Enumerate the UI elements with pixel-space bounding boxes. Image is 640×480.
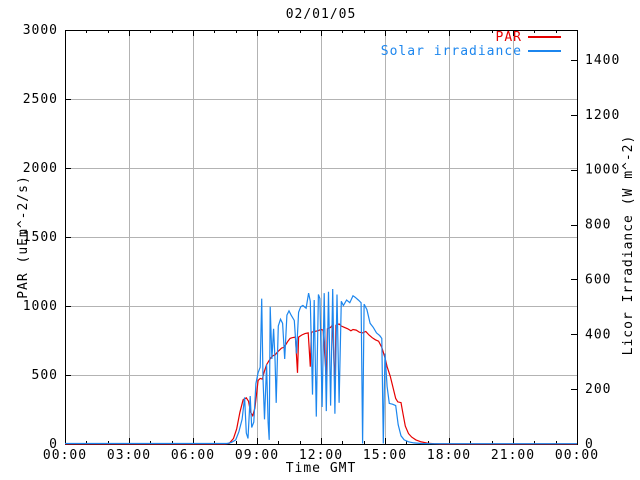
y-axis-label: PAR (uEm^-2/s) (16, 175, 31, 299)
x-tick-label: 12:00 (299, 448, 343, 463)
x-tick-label: 00:00 (555, 448, 599, 463)
y-tick-label: 1500 (23, 230, 58, 245)
x-tick-label: 09:00 (235, 448, 279, 463)
x-tick-label: 06:00 (171, 448, 215, 463)
y2-tick-label: 1000 (585, 163, 620, 178)
solar-line-swatch (528, 50, 561, 52)
x-tick-label: 03:00 (107, 448, 151, 463)
solar-series-line (65, 288, 577, 445)
x-tick-label: 18:00 (427, 448, 471, 463)
y2-tick-label: 800 (585, 218, 611, 233)
legend-label-solar: Solar irradiance (380, 43, 522, 59)
legend-item-solar: Solar irradiance (380, 43, 561, 59)
y2-tick-label: 1400 (585, 53, 620, 68)
y-tick-label: 2500 (23, 92, 58, 107)
y2-tick-label: 1200 (585, 108, 620, 123)
x-tick-label: 15:00 (363, 448, 407, 463)
legend-item-par: PAR (381, 29, 561, 45)
y2-tick-label: 400 (585, 327, 611, 342)
y-tick-label: 0 (49, 437, 58, 452)
chart-title: 02/01/05 (285, 7, 357, 22)
y-tick-label: 1000 (23, 299, 58, 314)
y-tick-label: 500 (32, 368, 58, 383)
y2-tick-label: 600 (585, 272, 611, 287)
legend-label-par: PAR (495, 29, 522, 45)
y2-axis-label: Licor Irradiance (W m^-2) (621, 134, 636, 356)
y-tick-label: 2000 (23, 161, 58, 176)
legend: PAR Solar irradiance (380, 29, 561, 59)
y2-tick-label: 200 (585, 382, 611, 397)
x-tick-label: 00:00 (43, 448, 87, 463)
par-line-swatch (528, 36, 561, 38)
y-tick-label: 3000 (23, 23, 58, 38)
x-axis-label: Time GMT (285, 461, 357, 476)
y2-tick-label: 0 (585, 437, 594, 452)
x-tick-label: 21:00 (491, 448, 535, 463)
